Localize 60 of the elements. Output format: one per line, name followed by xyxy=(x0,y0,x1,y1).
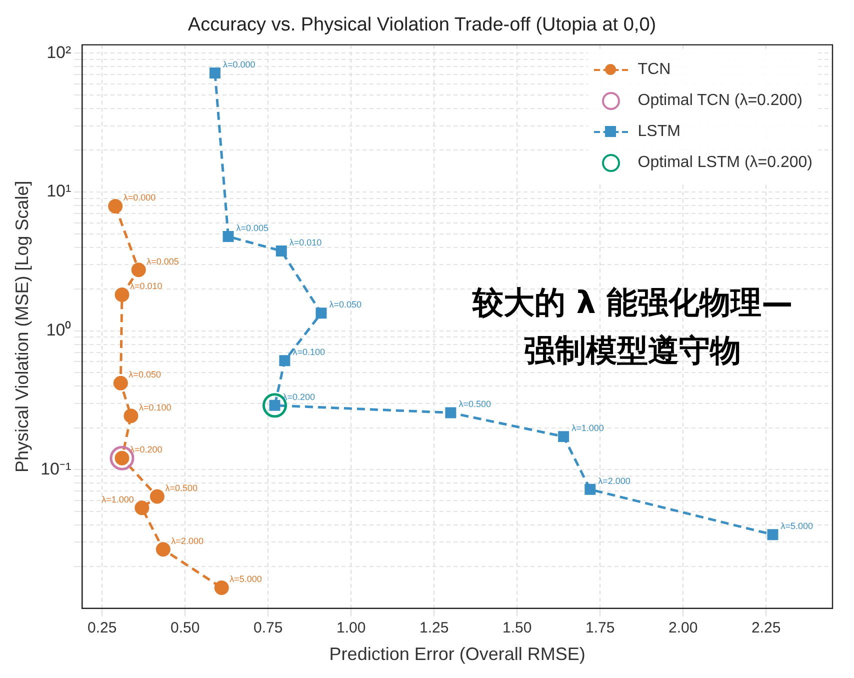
annotation: λ=0.050 xyxy=(329,300,362,310)
x-tick-label: 1.25 xyxy=(419,620,449,637)
x-tick-label: 0.50 xyxy=(170,620,200,637)
annotation: λ=0.500 xyxy=(458,399,491,410)
annotation: λ=0.000 xyxy=(222,60,256,70)
point xyxy=(222,231,234,242)
point xyxy=(316,308,327,319)
point xyxy=(445,407,456,418)
point xyxy=(134,500,150,516)
point xyxy=(131,262,146,278)
y-tick-label: 10² xyxy=(46,42,72,62)
point xyxy=(767,529,778,540)
annotation: λ=0.005 xyxy=(236,222,269,233)
annotation: λ=2.000 xyxy=(598,476,630,486)
annotation: λ=0.010 xyxy=(130,281,162,292)
y-tick-label: 10¹ xyxy=(46,182,72,201)
point xyxy=(113,376,128,390)
annotation: λ=0.200 xyxy=(130,444,162,455)
annotation: λ=2.000 xyxy=(171,536,204,546)
annotation: λ=5.000 xyxy=(780,521,814,532)
point xyxy=(279,355,290,366)
legend-label: Optimal TCN (λ=0.200) xyxy=(638,92,802,110)
y-axis-title: Physical Violation (MSE) [Log Scale] xyxy=(12,180,32,473)
annotation: λ=1.000 xyxy=(572,423,604,434)
annotation: λ=0.500 xyxy=(165,482,198,493)
point xyxy=(114,287,130,302)
x-tick-label: 0.25 xyxy=(87,620,117,637)
annotation: λ=0.050 xyxy=(128,370,161,380)
annotation: λ=0.010 xyxy=(289,237,322,248)
annotation: λ=0.005 xyxy=(146,256,179,266)
x-tick-label: 1.75 xyxy=(585,620,615,637)
x-tick-label: 1.00 xyxy=(336,620,366,637)
y-tick-label: 10⁻¹ xyxy=(40,459,72,478)
x-axis-title: Prediction Error (Overall RMSE) xyxy=(329,644,586,664)
annotation: λ=0.200 xyxy=(282,392,316,402)
annotation: 强制模型遵守物 xyxy=(524,333,741,370)
point xyxy=(584,484,596,495)
y-tick-label: 10⁰ xyxy=(46,320,72,340)
point xyxy=(558,431,570,442)
point xyxy=(124,408,138,424)
annotation: 较大的 λ 能强化物理— xyxy=(471,285,793,322)
annotation: λ=0.100 xyxy=(292,347,325,358)
annotation: λ=0.100 xyxy=(138,402,172,412)
legend-label: Optimal LSTM (λ=0.200) xyxy=(638,154,812,172)
legend-label: TCN xyxy=(638,61,671,80)
annotation: λ=5.000 xyxy=(230,574,262,584)
point xyxy=(150,489,164,504)
point xyxy=(214,580,229,595)
point xyxy=(276,245,287,256)
x-tick-label: 1.50 xyxy=(502,620,532,637)
x-tick-label: 2.25 xyxy=(752,620,781,637)
point xyxy=(209,68,220,79)
point xyxy=(156,542,170,557)
annotation: λ=0.000 xyxy=(123,192,156,203)
annotation: λ=1.000 xyxy=(102,494,134,504)
legend-label: LSTM xyxy=(638,123,680,142)
x-tick-label: 2.00 xyxy=(668,620,698,637)
chart-title: Accuracy vs. Physical Violation Trade-off (Utopia at 0,0) xyxy=(188,14,656,36)
x-tick-label: 0.75 xyxy=(253,620,283,637)
point xyxy=(108,198,123,214)
